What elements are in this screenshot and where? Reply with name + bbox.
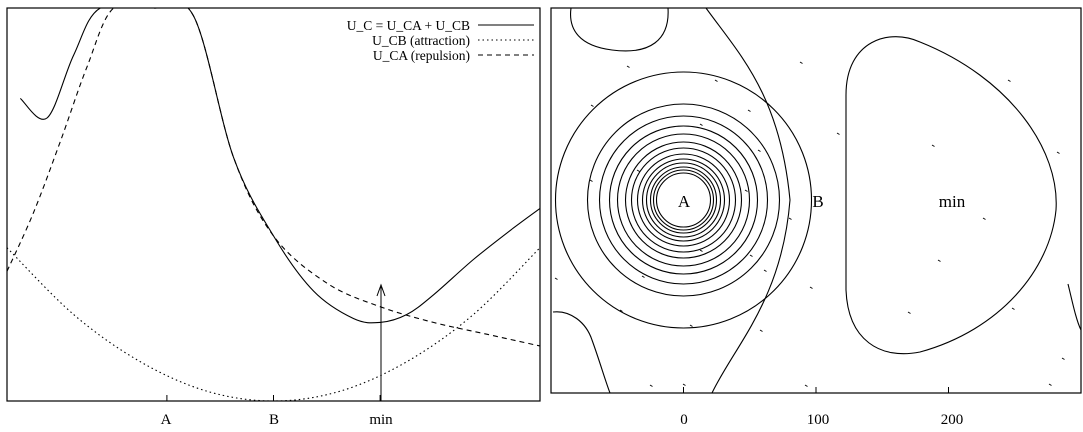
field-mark-26	[1061, 357, 1065, 360]
contour-label-min: min	[939, 192, 966, 211]
field-mark-16	[759, 329, 763, 332]
field-mark-8	[699, 249, 703, 252]
contour-ring-5	[624, 141, 743, 259]
contour-ring-8	[641, 158, 726, 242]
right-tick-label-0: 0	[680, 412, 688, 428]
field-mark-18	[836, 132, 840, 135]
field-mark-23	[1007, 79, 1011, 82]
field-mark-6	[589, 179, 593, 182]
field-mark-0	[590, 104, 594, 107]
field-mark-1	[626, 65, 630, 68]
field-mark-11	[788, 217, 792, 220]
field-mark-17	[809, 286, 813, 289]
field-mark-20	[982, 217, 986, 220]
field-mark-12	[641, 275, 645, 278]
field-mark-25	[1011, 307, 1015, 310]
contour-label-B: B	[812, 192, 823, 211]
contour-ring-10	[649, 166, 718, 234]
contour-ring-6	[630, 147, 737, 253]
left-tick-label-B: B	[269, 412, 279, 428]
right-tick-label-200: 200	[941, 412, 964, 428]
field-mark-3	[747, 109, 751, 112]
field-mark-31	[554, 277, 558, 280]
field-mark-32	[799, 61, 803, 64]
field-mark-29	[804, 384, 808, 387]
field-mark-24	[1056, 151, 1060, 154]
field-mark-9	[744, 189, 748, 192]
contour-ring-7	[636, 153, 731, 247]
left-tick-label-min: min	[369, 412, 393, 428]
field-mark-22	[907, 311, 911, 314]
contour-ring-9	[645, 162, 722, 238]
field-mark-28	[682, 383, 686, 386]
legend-label-attraction: U_CB (attraction)	[372, 33, 470, 48]
contour-line-2	[552, 311, 611, 393]
field-mark-2	[714, 79, 718, 82]
legend: U_C = U_CA + U_CB U_CB (attraction) U_CA…	[347, 18, 534, 63]
left-tick-label-A: A	[161, 412, 172, 428]
field-mark-10	[749, 254, 753, 257]
field-mark-5	[699, 123, 703, 126]
legend-label-repulsion: U_CA (repulsion)	[373, 48, 470, 63]
contour-ring-4	[616, 133, 751, 267]
series-line-dashed	[7, 8, 540, 347]
contour-ring-11	[652, 169, 715, 231]
field-mark-7	[636, 169, 640, 172]
field-mark-21	[937, 259, 941, 262]
contour-ring-3	[608, 125, 759, 275]
legend-label-total: U_C = U_CA + U_CB	[347, 18, 470, 33]
contour-ring-1	[586, 103, 781, 297]
field-mark-4	[757, 149, 761, 152]
left-chart: U_C = U_CA + U_CB U_CB (attraction) U_CA…	[6, 7, 541, 428]
contour-line-1	[705, 8, 791, 393]
contour-ring-12	[655, 172, 712, 228]
minimum-arrow-head	[376, 283, 386, 297]
field-mark-27	[649, 384, 653, 387]
series-line-solid	[19, 8, 540, 324]
right-tick-label-100: 100	[807, 412, 830, 428]
contour-line-3	[845, 36, 1057, 355]
contour-label-A: A	[678, 192, 691, 211]
field-mark-30	[1048, 383, 1052, 386]
right-chart: A B min 0 100 200	[550, 7, 1082, 428]
contour-ring-2	[598, 115, 769, 285]
contour-line-4	[1067, 283, 1081, 331]
field-mark-15	[689, 324, 693, 327]
field-mark-19	[931, 144, 935, 147]
contour-ring-0	[554, 71, 813, 329]
field-mark-13	[763, 269, 767, 272]
contour-line-0	[570, 8, 669, 52]
field-mark-14	[619, 309, 623, 312]
